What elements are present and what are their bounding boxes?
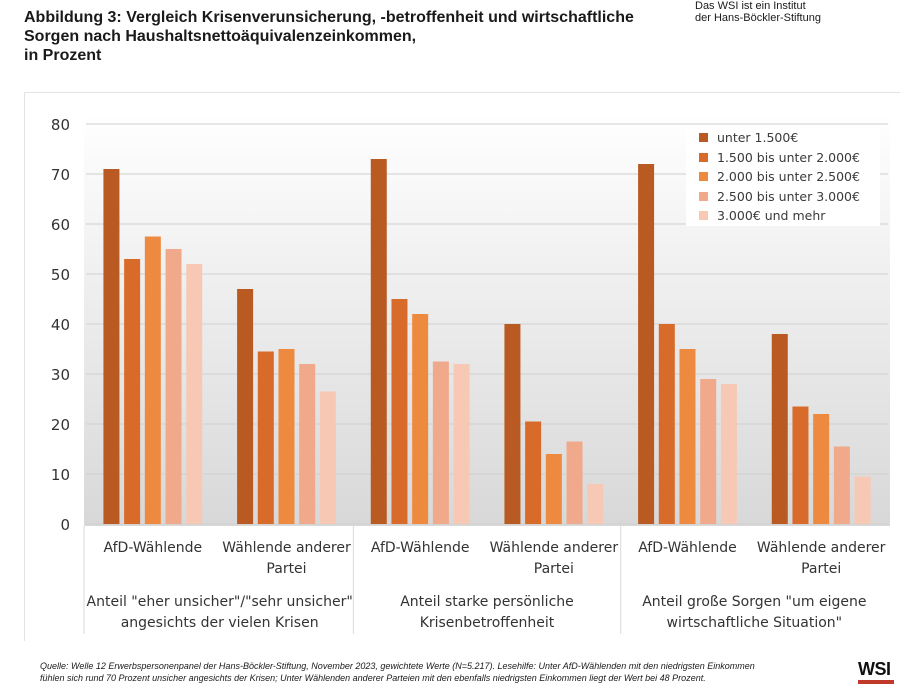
wsi-logo-text: WSI bbox=[858, 659, 891, 679]
bar bbox=[319, 391, 336, 524]
institute-note: Das WSI ist ein Institut der Hans-Böckle… bbox=[695, 0, 821, 24]
bar bbox=[453, 364, 470, 524]
figure-title-line: Sorgen nach Haushaltsnettoäquivalenzeink… bbox=[24, 28, 417, 45]
group-label: Anteil "eher unsicher"/"sehr unsicher" bbox=[87, 594, 353, 610]
group-label: angesichts der vielen Krisen bbox=[121, 615, 319, 631]
source-footnote: Quelle: Welle 12 Erwerbspersonenpanel de… bbox=[40, 660, 840, 684]
footnote-line: fühlen sich rund 70 Prozent unsicher ang… bbox=[40, 673, 706, 683]
category-label: Wählende anderer bbox=[222, 540, 351, 556]
category-label: Partei bbox=[266, 561, 306, 577]
y-tick-label: 50 bbox=[51, 266, 70, 284]
legend-label: 2.500 bis unter 3.000€ bbox=[717, 188, 860, 204]
wsi-logo: WSI bbox=[858, 660, 894, 684]
legend-swatch bbox=[699, 191, 708, 201]
group-label: wirtschaftliche Situation" bbox=[667, 615, 843, 631]
footnote-line: Quelle: Welle 12 Erwerbspersonenpanel de… bbox=[40, 661, 755, 671]
legend-swatch bbox=[699, 152, 708, 162]
bar bbox=[792, 406, 809, 524]
bar bbox=[545, 454, 562, 524]
bar bbox=[186, 264, 203, 524]
bar bbox=[679, 349, 696, 524]
legend-item: 2.500 bis unter 3.000€ bbox=[686, 187, 880, 207]
legend-label: unter 1.500€ bbox=[717, 130, 799, 146]
category-label: Partei bbox=[801, 561, 841, 577]
bar bbox=[525, 421, 542, 524]
bar bbox=[700, 379, 717, 524]
legend-swatch bbox=[699, 172, 708, 182]
legend-label: 2.000 bis unter 2.500€ bbox=[717, 169, 860, 185]
category-label: AfD-Wählende bbox=[104, 540, 203, 556]
bar bbox=[658, 324, 675, 524]
bar bbox=[833, 446, 850, 524]
chart-legend: unter 1.500€ 1.500 bis unter 2.000€ 2.00… bbox=[686, 128, 880, 226]
bar bbox=[813, 414, 830, 524]
legend-swatch bbox=[699, 133, 708, 143]
bar bbox=[854, 476, 871, 524]
institute-note-line: Das WSI ist ein Institut bbox=[695, 0, 806, 12]
y-tick-label: 20 bbox=[51, 416, 70, 434]
y-tick-label: 30 bbox=[51, 366, 70, 384]
bar bbox=[299, 364, 316, 524]
legend-item: 2.000 bis unter 2.500€ bbox=[686, 167, 880, 187]
institute-note-line: der Hans-Böckler-Stiftung bbox=[695, 12, 821, 24]
wsi-logo-bar bbox=[858, 680, 894, 684]
category-label: Wählende anderer bbox=[490, 540, 619, 556]
legend-label: 1.500 bis unter 2.000€ bbox=[717, 149, 860, 165]
figure-title-line: in Prozent bbox=[24, 47, 102, 64]
bar bbox=[237, 289, 254, 524]
bar bbox=[504, 324, 521, 524]
bar bbox=[144, 236, 161, 524]
bar bbox=[566, 441, 583, 524]
bar bbox=[412, 314, 429, 524]
legend-label: 3.000€ und mehr bbox=[717, 208, 826, 224]
bar bbox=[257, 351, 274, 524]
bar bbox=[720, 384, 737, 524]
category-label: AfD-Wählende bbox=[638, 540, 737, 556]
legend-item: 3.000€ und mehr bbox=[686, 206, 880, 226]
bar bbox=[391, 299, 408, 524]
y-tick-label: 10 bbox=[51, 466, 70, 484]
figure-title: Abbildung 3: Vergleich Krisenverunsicher… bbox=[24, 8, 664, 65]
bar bbox=[370, 159, 387, 524]
y-tick-label: 60 bbox=[51, 216, 70, 234]
category-label: Partei bbox=[534, 561, 574, 577]
group-label: Anteil starke persönliche bbox=[400, 594, 574, 610]
bar bbox=[103, 169, 120, 524]
bar bbox=[587, 484, 604, 524]
bar bbox=[432, 361, 449, 524]
y-tick-label: 80 bbox=[51, 116, 70, 134]
bar bbox=[165, 249, 182, 524]
group-label: Krisenbetroffenheit bbox=[420, 615, 555, 631]
y-tick-label: 40 bbox=[51, 316, 70, 334]
y-tick-label: 0 bbox=[60, 516, 70, 534]
legend-swatch bbox=[699, 211, 708, 221]
bar bbox=[124, 259, 141, 524]
figure-title-line: Abbildung 3: Vergleich Krisenverunsicher… bbox=[24, 9, 634, 26]
category-label: AfD-Wählende bbox=[371, 540, 470, 556]
category-label: Wählende anderer bbox=[757, 540, 886, 556]
y-tick-label: 70 bbox=[51, 166, 70, 184]
group-label: Anteil große Sorgen "um eigene bbox=[642, 594, 866, 610]
legend-item: 1.500 bis unter 2.000€ bbox=[686, 148, 880, 168]
bar bbox=[771, 334, 788, 524]
bar bbox=[638, 164, 655, 524]
bar bbox=[278, 349, 295, 524]
legend-item: unter 1.500€ bbox=[686, 128, 880, 148]
